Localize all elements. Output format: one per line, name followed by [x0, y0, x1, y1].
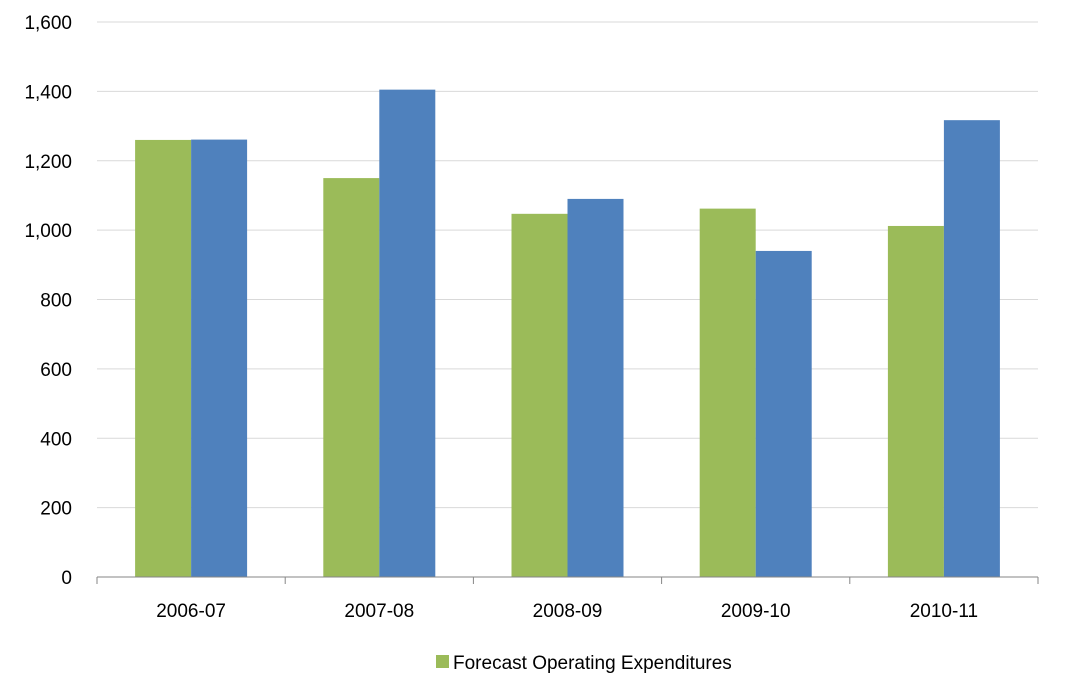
- legend: Forecast Operating Expenditures: [436, 653, 732, 674]
- bars: [135, 89, 1000, 578]
- bar-2006-07-series-2: [191, 139, 248, 577]
- axes: [96, 576, 1039, 584]
- y-tick-label: 1,400: [24, 82, 72, 103]
- x-tick-label: 2006-07: [156, 601, 226, 622]
- x-axis-tick-labels: 2006-07 2007-08 2008-09 2009-10 2010-11: [156, 601, 978, 622]
- bar-2009-10-series-1: [699, 208, 756, 577]
- bar-2009-10-series-2: [755, 250, 812, 577]
- y-tick-label: 0: [61, 568, 72, 589]
- legend-swatch: [436, 655, 449, 668]
- x-tick-label: 2008-09: [533, 601, 603, 622]
- bar-2008-09-series-2: [567, 198, 624, 577]
- x-tick-label: 2007-08: [344, 601, 414, 622]
- y-tick-label: 400: [40, 429, 72, 450]
- x-tick-label: 2010-11: [910, 601, 978, 622]
- y-tick-label: 200: [40, 499, 72, 520]
- bar-2007-08-series-1: [323, 178, 380, 577]
- y-tick-label: 1,000: [24, 221, 72, 242]
- y-axis-tick-labels: 0 200 400 600 800 1,000 1,200 1,400 1,600: [24, 13, 72, 589]
- bar-2010-11-series-1: [887, 225, 944, 577]
- y-tick-label: 600: [40, 360, 72, 381]
- bar-2007-08-series-2: [379, 89, 436, 577]
- legend-label: Forecast Operating Expenditures: [453, 653, 732, 674]
- bar-2010-11-series-2: [943, 120, 1000, 578]
- x-tick-label: 2009-10: [721, 601, 791, 622]
- y-tick-label: 1,600: [24, 13, 72, 34]
- bar-2006-07-series-1: [135, 139, 192, 577]
- bar-2008-09-series-1: [511, 213, 568, 577]
- y-tick-label: 800: [40, 291, 72, 312]
- y-tick-label: 1,200: [24, 152, 72, 173]
